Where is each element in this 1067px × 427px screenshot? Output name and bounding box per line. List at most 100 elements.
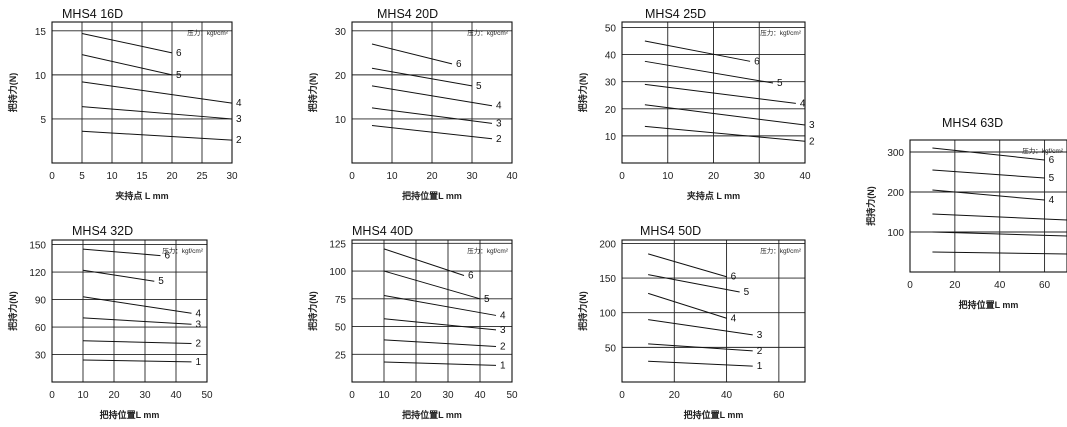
plot-frame — [909, 139, 1067, 273]
x-axis-label: 夹持点 L mm — [115, 190, 168, 201]
x-tick-label: 40 — [994, 280, 1006, 291]
y-tick-label: 30 — [605, 78, 617, 89]
x-tick-label: 0 — [349, 390, 355, 401]
x-tick-label: 25 — [196, 171, 208, 182]
series-line — [932, 189, 1045, 201]
y-tick-label: 90 — [35, 296, 47, 307]
y-tick-label: 60 — [35, 323, 47, 334]
y-tick-label: 50 — [335, 323, 347, 334]
x-tick-label: 30 — [139, 390, 151, 401]
x-tick-label: 30 — [442, 390, 454, 401]
x-tick-label: 20 — [669, 390, 681, 401]
legend-pressure: 压力：kgf/cm² — [760, 28, 802, 37]
series-line — [648, 274, 740, 293]
series-label: 5 — [158, 276, 164, 287]
series-label: 3 — [496, 118, 502, 129]
series-label: 6 — [456, 59, 462, 70]
chart-panel: 0 10 20 30 40 50 30 60 90 120 150 MHS4 32D 把持位置L mm 把… — [7, 224, 213, 420]
series-label: 6 — [468, 271, 474, 282]
series-label: 3 — [196, 319, 202, 330]
y-tick-label: 120 — [29, 268, 46, 279]
y-axis-label: 把持力(N) — [307, 73, 318, 113]
x-tick-label: 15 — [136, 171, 148, 182]
y-axis-label: 把持力(N) — [577, 291, 588, 331]
series-line — [82, 340, 192, 345]
y-tick-label: 150 — [599, 274, 616, 285]
y-axis-label: 把持力(N) — [865, 186, 876, 226]
series-label: 3 — [236, 114, 242, 125]
plot-frame — [51, 239, 208, 383]
series-line — [371, 43, 453, 65]
series-line — [644, 60, 774, 84]
y-tick-label: 75 — [335, 295, 347, 306]
x-tick-label: 30 — [226, 171, 238, 182]
x-tick-label: 40 — [170, 390, 182, 401]
series-label: 6 — [1049, 155, 1055, 166]
y-tick-label: 50 — [605, 343, 617, 354]
chart-title: MHS4 40D — [352, 224, 413, 238]
x-tick-label: 40 — [721, 390, 733, 401]
series-label: 5 — [484, 294, 490, 305]
chart-panel: 0 10 20 30 40 10 20 30 40 50 MHS4 25D 夹持点 L mm 把持力(N… — [577, 7, 815, 201]
series-line — [932, 169, 1045, 179]
x-tick-label: 10 — [662, 171, 674, 182]
x-tick-label: 40 — [474, 390, 486, 401]
series-line — [383, 248, 465, 276]
series-label: 3 — [809, 120, 815, 131]
series-line — [82, 248, 161, 257]
x-axis-label: 把持位置L mm — [100, 409, 160, 420]
chart-panel: 0 20 40 60 100 200 300 MHS4 63D 把持位置L mm 把持力(N) 压力… — [865, 116, 1067, 310]
x-axis-label: 夹持点 L mm — [687, 190, 740, 201]
x-tick-label: 20 — [166, 171, 178, 182]
x-tick-label: 60 — [773, 390, 785, 401]
chart-panel: 0 10 20 30 40 10 20 30 MHS4 20D 把持位置L mm 把持力(N) 压力：… — [307, 7, 518, 201]
series-line — [82, 317, 192, 325]
x-tick-label: 20 — [108, 390, 120, 401]
series-label: 2 — [196, 339, 202, 350]
series-label: 6 — [731, 272, 737, 283]
series-label: 3 — [757, 330, 763, 341]
series-label: 5 — [476, 81, 482, 92]
y-tick-label: 10 — [35, 71, 47, 82]
series-label: 2 — [757, 346, 763, 357]
y-axis-label: 把持力(N) — [7, 291, 18, 331]
series-line — [81, 106, 233, 120]
plot-frame — [621, 21, 806, 164]
series-label: 4 — [236, 98, 242, 109]
y-tick-label: 30 — [335, 27, 347, 38]
x-tick-label: 40 — [799, 171, 811, 182]
series-label: 1 — [757, 361, 763, 372]
y-axis-label: 把持力(N) — [577, 73, 588, 113]
chart-title: MHS4 20D — [377, 7, 438, 21]
series-label: 6 — [165, 251, 171, 262]
x-tick-label: 30 — [466, 171, 478, 182]
series-label: 5 — [1049, 173, 1055, 184]
plot-frame — [621, 239, 806, 383]
series-label: 2 — [236, 135, 242, 146]
series-label: 2 — [500, 342, 506, 353]
series-line — [371, 85, 493, 107]
y-tick-label: 10 — [335, 115, 347, 126]
series-label: 5 — [777, 78, 783, 89]
series-label: 1 — [196, 357, 202, 368]
y-tick-label: 15 — [35, 27, 47, 38]
series-label: 5 — [744, 287, 750, 298]
series-label: 1 — [500, 360, 506, 371]
series-label: 4 — [1049, 195, 1055, 206]
chart-title: MHS4 50D — [640, 224, 701, 238]
series-label: 6 — [176, 48, 182, 59]
x-tick-label: 10 — [106, 171, 118, 182]
plot-frame — [351, 21, 513, 164]
y-tick-label: 40 — [605, 51, 617, 62]
y-tick-label: 20 — [335, 71, 347, 82]
legend-pressure: 压力：kgf/cm² — [1022, 146, 1064, 155]
y-tick-label: 50 — [605, 23, 617, 34]
series-line — [648, 343, 753, 352]
y-tick-label: 300 — [887, 148, 904, 159]
series-line — [647, 292, 727, 319]
x-tick-label: 0 — [349, 171, 355, 182]
series-line — [371, 125, 493, 140]
series-label: 4 — [196, 308, 202, 319]
legend-pressure: 压力：kgf/cm² — [467, 28, 509, 37]
